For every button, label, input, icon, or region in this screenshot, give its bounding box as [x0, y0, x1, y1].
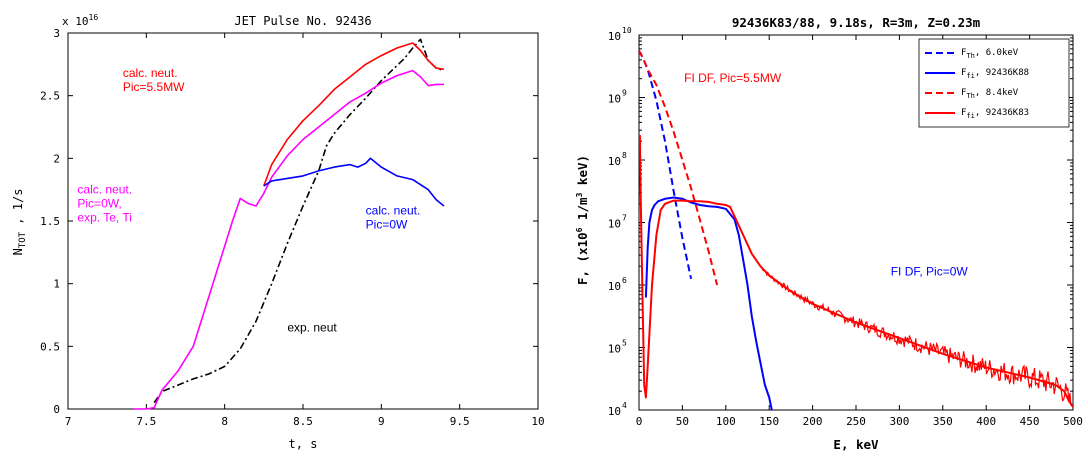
legend-text: Th — [966, 92, 974, 100]
y-tick-label: 1 — [53, 278, 60, 291]
x-tick-label: 7 — [65, 415, 72, 428]
legend-text: F — [961, 88, 966, 98]
annotation-line: exp. Te, Ti — [77, 210, 131, 224]
annotation-label: calc. neut. Pic=5.5MW — [123, 66, 185, 94]
x-tick-label: 9.5 — [450, 415, 470, 428]
legend-text: , 6.0keV — [975, 48, 1019, 58]
y-tick-label: 10 — [608, 405, 621, 418]
legend-entry: FTh, 6.0keV — [961, 48, 1019, 60]
legend-text: fi — [966, 112, 974, 120]
series-noise-fi-red — [760, 265, 1072, 406]
x-tick-label: 250 — [846, 415, 866, 428]
y-tick-exponent: 5 — [622, 339, 627, 348]
y-tick-base: 10 — [608, 343, 621, 356]
x-tick-label: 9 — [378, 415, 385, 428]
x-axis-label: E, keV — [833, 437, 879, 452]
y-tick-label: 10 — [608, 280, 621, 293]
legend-entry: Ffi, 92436K88 — [961, 68, 1029, 80]
legend-text: F — [961, 68, 966, 78]
x-axis-label: t, s — [289, 437, 318, 451]
y-tick-exponent: 8 — [622, 151, 627, 160]
annotation-line: calc. neut. — [77, 182, 132, 196]
y-tick-label: 2.5 — [40, 90, 60, 103]
y-tick-base: 10 — [608, 280, 621, 293]
y-axis-label: NTOT , 1/s — [11, 189, 28, 256]
y-tick-label: 3 — [53, 27, 60, 40]
y-tick-exponent: 10 — [622, 26, 632, 35]
x-tick-label: 200 — [803, 415, 823, 428]
y-tick-label: 0 — [53, 403, 60, 416]
annotation-line: exp. neut — [287, 320, 337, 334]
y-tick-exponent: 7 — [622, 214, 627, 223]
x-tick-label: 350 — [933, 415, 953, 428]
x-tick-label: 7.5 — [136, 415, 156, 428]
y-tick-label: 10 — [608, 93, 621, 106]
y-axis-label: F, (x106 1/m3 keV) — [575, 155, 590, 285]
x-tick-label: 8 — [221, 415, 228, 428]
annotation-line: Pic=0W — [366, 218, 408, 232]
x-tick-label: 500 — [1063, 415, 1083, 428]
legend-text: F — [961, 48, 966, 58]
legend-text: Th — [966, 52, 974, 60]
y-tick-base: 10 — [608, 155, 621, 168]
legend-text: F — [961, 108, 966, 118]
x-tick-label: 100 — [716, 415, 736, 428]
annotation-label: exp. neut — [287, 320, 337, 334]
annotation-label: FI DF, Pic=5.5MW — [684, 71, 782, 85]
y-tick-label: 10 — [608, 155, 621, 168]
series-line-th_red — [638, 50, 719, 286]
y-tick-label: 0.5 — [40, 340, 60, 353]
y-tick-base: 10 — [608, 218, 621, 231]
series-line-pic55 — [263, 42, 445, 187]
plot-frame — [67, 32, 539, 410]
annotation-line: Pic=5.5MW — [123, 80, 185, 94]
x-tick-label: 50 — [676, 415, 689, 428]
x-tick-label: 300 — [889, 415, 909, 428]
legend-text: fi — [966, 72, 974, 80]
chart-title: JET Pulse No. 92436 — [234, 14, 371, 28]
y-tick-label: 2 — [53, 152, 60, 165]
annotation-label: calc. neut. Pic=0W — [366, 204, 421, 232]
legend-entry: FTh, 8.4keV — [961, 88, 1019, 100]
y-tick-base: 10 — [608, 93, 621, 106]
neutron-rate-chart: JET Pulse No. 92436 x 1016 7 7.5 8 8.5 9 9.5 1… — [11, 13, 545, 451]
y-tick-label: 10 — [608, 30, 621, 43]
y-tick-base: 10 — [608, 30, 621, 43]
annotation-line: calc. neut. — [366, 204, 421, 218]
legend-text: , 92436K88 — [975, 68, 1029, 78]
series-line-pic0 — [263, 157, 445, 207]
x-tick-label: 10 — [531, 415, 544, 428]
annotation-label: calc. neut. Pic=0W, exp. Te, Ti — [77, 182, 132, 224]
x-tick-label: 8.5 — [293, 415, 313, 428]
y-tick-exponent: 6 — [622, 276, 627, 285]
y-tick-exponent: 9 — [622, 89, 627, 98]
y-tick-base: 10 — [608, 405, 621, 418]
x-tick-label: 0 — [636, 415, 643, 428]
x-tick-label: 450 — [1020, 415, 1040, 428]
y-tick-label: 10 — [608, 218, 621, 231]
x-tick-label: 400 — [976, 415, 996, 428]
x-tick-label: 150 — [759, 415, 779, 428]
legend-entry: Ffi, 92436K83 — [961, 108, 1029, 120]
y-tick-exponent: 4 — [622, 401, 627, 410]
annotation-line: Pic=0W, — [77, 196, 121, 210]
exponent-label: x 1016 — [62, 13, 98, 28]
legend-text: , 8.4keV — [975, 88, 1019, 98]
series-line-pic0_te_ti — [133, 69, 444, 410]
annotation-line: calc. neut. — [123, 66, 178, 80]
legend-text: , 92436K83 — [975, 108, 1029, 118]
series-line-exp — [153, 38, 445, 404]
fast-ion-distribution-chart: 92436K83/88, 9.18s, R=3m, Z=0.23m 0 50 100… — [575, 15, 1083, 452]
chart-title: 92436K83/88, 9.18s, R=3m, Z=0.23m — [732, 15, 981, 30]
y-tick-label: 1.5 — [40, 215, 60, 228]
series-line-fi_blue — [644, 196, 773, 411]
annotation-label: FI DF, Pic=0W — [891, 265, 969, 279]
y-tick-label: 10 — [608, 343, 621, 356]
